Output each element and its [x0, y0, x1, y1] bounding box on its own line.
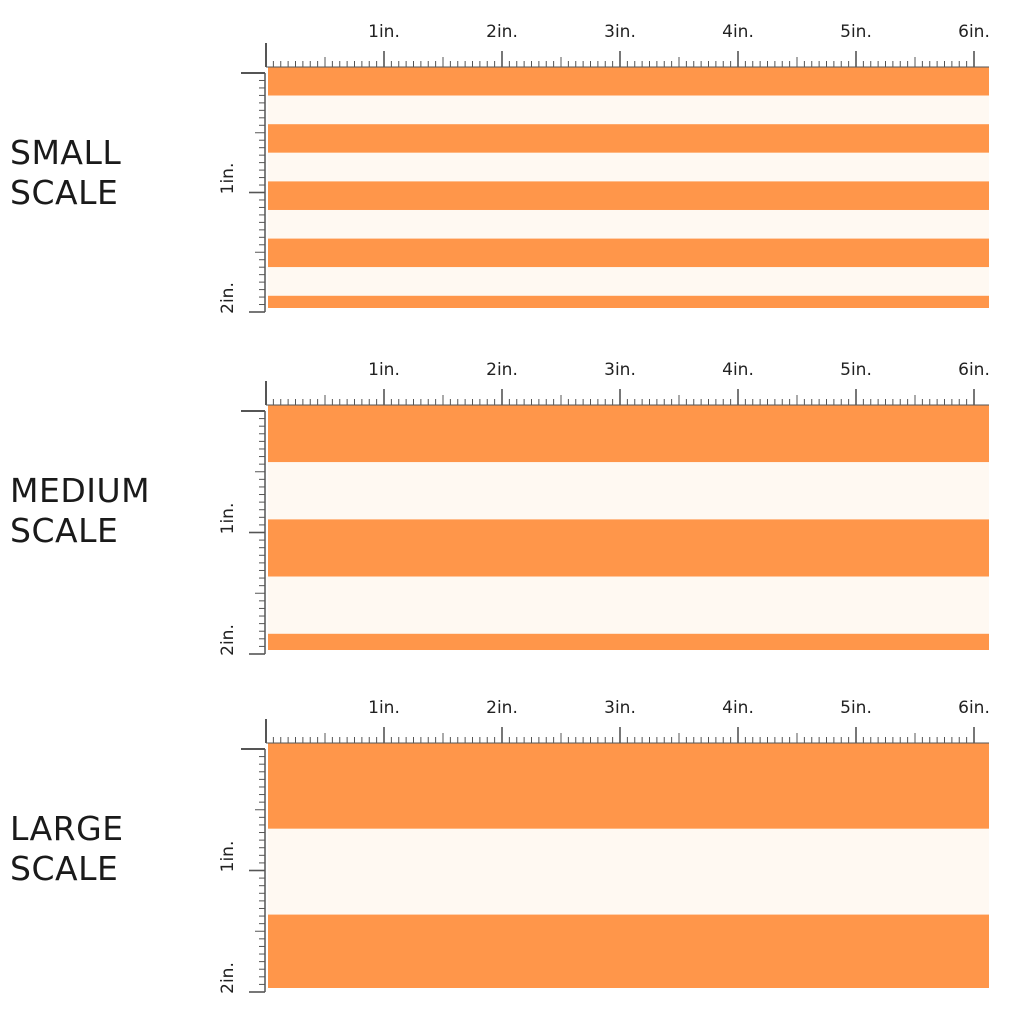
stripe-group	[268, 743, 989, 988]
vertical-ruler: 1in. 2in.	[218, 72, 266, 314]
vertical-tick-label: 1in.	[218, 163, 238, 195]
orange-stripe	[268, 519, 989, 577]
panel-large-scale: LARGE SCALE 1in. 2in. 3in. 4in. 5in. 6in. 1in.…	[0, 676, 1024, 1016]
vertical-tick-label: 2in.	[218, 962, 238, 994]
horizontal-tick-label: 2in.	[486, 360, 518, 380]
vertical-tick-label: 2in.	[218, 282, 238, 314]
horizontal-tick-label: 4in.	[722, 360, 754, 380]
ruler-and-stripes-medium: 1in. 2in. 3in. 4in. 5in. 6in. 1in. 2in.	[218, 360, 990, 656]
horizontal-tick-label: 3in.	[604, 360, 636, 380]
horizontal-ruler: 1in. 2in. 3in. 4in. 5in. 6in.	[265, 698, 990, 744]
orange-stripe	[268, 124, 989, 153]
orange-stripe	[268, 743, 989, 829]
horizontal-tick-label: 6in.	[958, 360, 990, 380]
scale-label-medium: MEDIUM SCALE	[10, 471, 150, 551]
scale-label-small: SMALL SCALE	[10, 133, 121, 213]
cream-stripe	[268, 152, 989, 182]
orange-stripe	[268, 238, 989, 268]
horizontal-ruler: 1in. 2in. 3in. 4in. 5in. 6in.	[265, 360, 990, 406]
orange-stripe	[268, 405, 989, 463]
stripe-group	[268, 405, 989, 650]
vertical-tick-label: 1in.	[218, 841, 238, 873]
horizontal-tick-label: 1in.	[368, 22, 400, 42]
scale-label-line2: SCALE	[10, 511, 119, 550]
scale-label-line2: SCALE	[10, 849, 119, 888]
horizontal-tick-label: 2in.	[486, 698, 518, 718]
orange-stripe	[268, 67, 989, 96]
orange-stripe	[268, 295, 989, 308]
horizontal-ruler: 1in. 2in. 3in. 4in. 5in. 6in.	[265, 22, 990, 68]
scale-label-line1: LARGE	[10, 809, 124, 848]
cream-stripe	[268, 209, 989, 239]
horizontal-tick-label: 6in.	[958, 22, 990, 42]
cream-stripe	[268, 828, 989, 915]
horizontal-tick-label: 4in.	[722, 698, 754, 718]
vertical-ruler: 1in. 2in.	[218, 748, 266, 994]
ruler-and-stripes-large: 1in. 2in. 3in. 4in. 5in. 6in. 1in. 2in.	[218, 698, 990, 994]
vertical-tick-label: 1in.	[218, 503, 238, 535]
panel-medium-scale: MEDIUM SCALE 1in. 2in. 3in. 4in. 5in. 6in. 1in…	[0, 338, 1024, 668]
horizontal-tick-label: 5in.	[840, 22, 872, 42]
horizontal-tick-label: 1in.	[368, 360, 400, 380]
stripe-group	[268, 67, 989, 308]
vertical-ruler: 1in. 2in.	[218, 410, 266, 656]
horizontal-tick-label: 5in.	[840, 698, 872, 718]
horizontal-tick-label: 1in.	[368, 698, 400, 718]
orange-stripe	[268, 633, 989, 650]
ruler-and-stripes-small: 1in. 2in. 3in. 4in. 5in. 6in. 1in. 2in.	[218, 22, 990, 314]
cream-stripe	[268, 462, 989, 520]
horizontal-tick-label: 3in.	[604, 698, 636, 718]
cream-stripe	[268, 95, 989, 125]
scale-label-line1: MEDIUM	[10, 471, 151, 510]
orange-stripe	[268, 914, 989, 988]
cream-stripe	[268, 576, 989, 634]
horizontal-tick-label: 3in.	[604, 22, 636, 42]
horizontal-tick-label: 5in.	[840, 360, 872, 380]
horizontal-tick-label: 4in.	[722, 22, 754, 42]
panel-small-scale: SMALL SCALE 1in. 2in. 3in. 4in. 5in. 6in. 1in.…	[0, 0, 1024, 330]
orange-stripe	[268, 181, 989, 210]
scale-label-line1: SMALL	[10, 133, 122, 172]
scale-label-large: LARGE SCALE	[10, 809, 124, 889]
scale-label-line2: SCALE	[10, 173, 119, 212]
horizontal-tick-label: 2in.	[486, 22, 518, 42]
horizontal-tick-label: 6in.	[958, 698, 990, 718]
vertical-tick-label: 2in.	[218, 624, 238, 656]
cream-stripe	[268, 267, 989, 296]
